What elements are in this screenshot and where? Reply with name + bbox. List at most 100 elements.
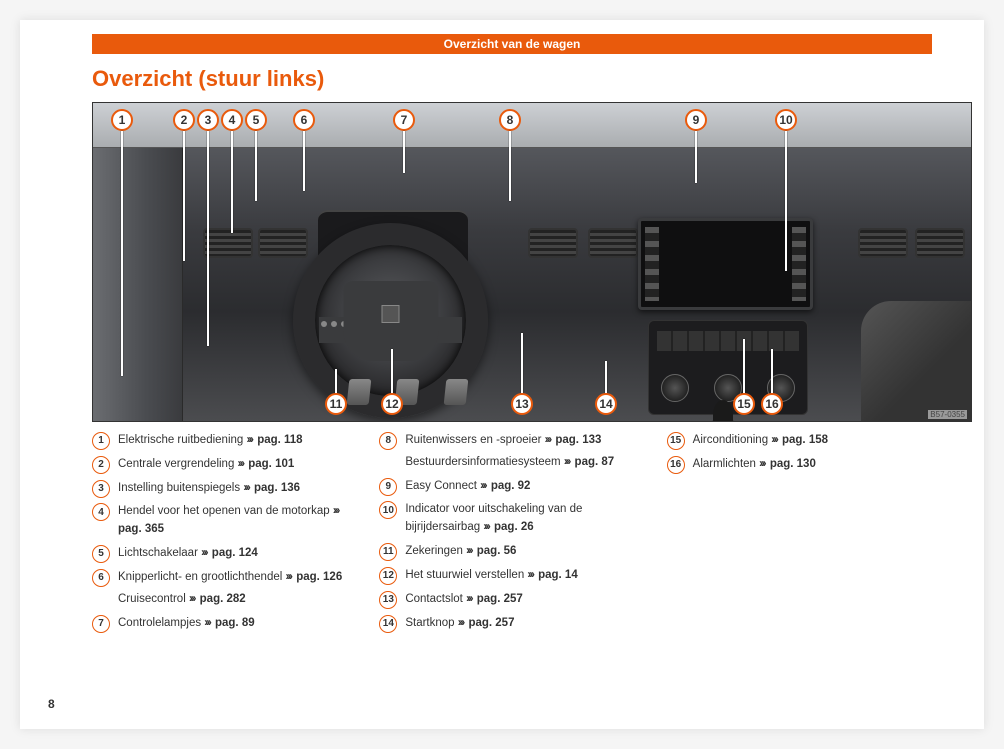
legend-text: Het stuurwiel verstellen bbox=[405, 569, 527, 581]
legend-text: Alarmlichten bbox=[693, 458, 759, 470]
header-bar: Overzicht van de wagen bbox=[92, 34, 932, 54]
air-vent bbox=[858, 228, 908, 258]
legend-item-9: 9 Easy Connect ››› pag. 92 bbox=[379, 478, 644, 496]
legend-text: Hendel voor het openen van de motorkap bbox=[118, 505, 333, 517]
climate-knob bbox=[714, 374, 742, 402]
air-vent bbox=[915, 228, 965, 258]
legend-item-2: 2 Centrale vergrendeling ››› pag. 101 bbox=[92, 456, 357, 474]
airbag-hub bbox=[343, 281, 438, 361]
page-ref: ››› pag. 130 bbox=[759, 458, 816, 470]
legend-item-11: 11 Zekeringen ››› pag. 56 bbox=[379, 543, 644, 561]
infotainment-screen bbox=[638, 218, 813, 310]
legend-item-15: 15 Airconditioning ››› pag. 158 bbox=[667, 432, 932, 450]
legend-text: Controlelampjes bbox=[118, 617, 204, 629]
legend-number: 2 bbox=[92, 456, 110, 474]
legend-text: Knipperlicht- en grootlichthendel bbox=[118, 571, 286, 583]
legend-number: 4 bbox=[92, 503, 110, 521]
seat-logo-icon bbox=[382, 305, 400, 323]
legend-subitem: Cruisecontrol ››› pag. 282 bbox=[92, 591, 357, 609]
climate-knob bbox=[767, 374, 795, 402]
pedal bbox=[347, 379, 372, 405]
legend-text: Lichtschakelaar bbox=[118, 547, 201, 559]
page-ref: ››› pag. 126 bbox=[286, 571, 343, 583]
legend-number: 3 bbox=[92, 480, 110, 498]
dashboard-body bbox=[93, 148, 971, 421]
legend-subitem: Bestuurdersinformatiesysteem ››› pag. 87 bbox=[379, 454, 644, 472]
legend-text: Bestuurdersinformatiesysteem bbox=[405, 456, 564, 468]
legend-col-3: 15 Airconditioning ››› pag. 158 16 Alarmlic… bbox=[667, 432, 932, 638]
legend-col-2: 8 Ruitenwissers en -sproeier ››› pag. 133… bbox=[379, 432, 644, 638]
legend-item-14: 14 Startknop ››› pag. 257 bbox=[379, 615, 644, 633]
legend-text: Instelling buitenspiegels bbox=[118, 482, 243, 494]
section-title: Overzicht (stuur links) bbox=[92, 66, 324, 92]
legend-col-1: 1 Elektrische ruitbediening ››› pag. 118 2… bbox=[92, 432, 357, 638]
page-ref: ››› pag. 158 bbox=[771, 434, 828, 446]
page-ref: ››› pag. 133 bbox=[545, 434, 602, 446]
page-ref: ››› pag. 118 bbox=[247, 434, 303, 446]
legend-number: 15 bbox=[667, 432, 685, 450]
page-ref: ››› pag. 101 bbox=[238, 458, 295, 470]
legend-text: Zekeringen bbox=[405, 545, 466, 557]
air-vent bbox=[258, 228, 308, 258]
legend-number: 6 bbox=[92, 569, 110, 587]
legend-number: 5 bbox=[92, 545, 110, 563]
legend-number: 11 bbox=[379, 543, 397, 561]
dashboard-figure: 12345678910 111213141516 B57-0355 bbox=[92, 102, 972, 422]
legend-item-5: 5 Lichtschakelaar ››› pag. 124 bbox=[92, 545, 357, 563]
page-ref: ››› pag. 257 bbox=[466, 593, 523, 605]
legend-text: Elektrische ruitbediening bbox=[118, 434, 247, 446]
legend-item-3: 3 Instelling buitenspiegels ››› pag. 136 bbox=[92, 480, 357, 498]
legend-item-4: 4Hendel voor het openen van de motorkap … bbox=[92, 503, 357, 539]
legend-item-10: 10Indicator voor uitschakeling van de bi… bbox=[379, 501, 644, 537]
page-ref: ››› pag. 136 bbox=[243, 482, 300, 494]
legend-item-6: 6 Knipperlicht- en grootlichthendel ››› p… bbox=[92, 569, 357, 587]
legend-text: Contactslot bbox=[405, 593, 466, 605]
page-ref: ››› pag. 92 bbox=[480, 480, 530, 492]
legend-item-12: 12 Het stuurwiel verstellen ››› pag. 14 bbox=[379, 567, 644, 585]
pedal bbox=[395, 379, 420, 405]
door-panel bbox=[93, 148, 183, 421]
legend-number: 16 bbox=[667, 456, 685, 474]
legend-text: Startknop bbox=[405, 617, 457, 629]
page-ref: ››› pag. 87 bbox=[564, 456, 614, 468]
legend-number: 13 bbox=[379, 591, 397, 609]
windshield-area bbox=[93, 103, 971, 148]
legend-text: Airconditioning bbox=[693, 434, 772, 446]
climate-panel bbox=[648, 320, 808, 415]
legend-number: 7 bbox=[92, 615, 110, 633]
page-ref: ››› pag. 14 bbox=[527, 569, 577, 581]
header-title: Overzicht van de wagen bbox=[444, 37, 581, 51]
legend-item-16: 16 Alarmlichten ››› pag. 130 bbox=[667, 456, 932, 474]
air-vent bbox=[203, 228, 253, 258]
air-vent bbox=[588, 228, 638, 258]
legend-number: 10 bbox=[379, 501, 397, 519]
legend-number: 14 bbox=[379, 615, 397, 633]
passenger-seat bbox=[861, 301, 971, 421]
legend-number: 8 bbox=[379, 432, 397, 450]
legend-item-1: 1 Elektrische ruitbediening ››› pag. 118 bbox=[92, 432, 357, 450]
legend-item-7: 7 Controlelampjes ››› pag. 89 bbox=[92, 615, 357, 633]
legend: 1 Elektrische ruitbediening ››› pag. 118 2… bbox=[92, 432, 932, 638]
air-vent bbox=[528, 228, 578, 258]
climate-knob bbox=[661, 374, 689, 402]
page-ref: ››› pag. 56 bbox=[466, 545, 516, 557]
page-ref: ››› pag. 26 bbox=[483, 521, 533, 533]
legend-item-13: 13 Contactslot ››› pag. 257 bbox=[379, 591, 644, 609]
page-ref: ››› pag. 89 bbox=[204, 617, 254, 629]
legend-text: Centrale vergrendeling bbox=[118, 458, 238, 470]
manual-page: Overzicht van de wagen Overzicht (stuur … bbox=[20, 20, 984, 729]
page-ref: ››› pag. 124 bbox=[201, 547, 258, 559]
gear-stick bbox=[713, 400, 733, 422]
legend-item-8: 8 Ruitenwissers en -sproeier ››› pag. 133 bbox=[379, 432, 644, 450]
legend-text: Cruisecontrol bbox=[118, 593, 189, 605]
legend-text: Easy Connect bbox=[405, 480, 480, 492]
legend-number: 9 bbox=[379, 478, 397, 496]
legend-number: 12 bbox=[379, 567, 397, 585]
legend-number: 1 bbox=[92, 432, 110, 450]
pedal bbox=[444, 379, 469, 405]
image-ref-code: B57-0355 bbox=[928, 410, 967, 419]
pedals bbox=[348, 379, 498, 409]
legend-text: Ruitenwissers en -sproeier bbox=[405, 434, 544, 446]
page-ref: ››› pag. 282 bbox=[189, 593, 246, 605]
page-ref: ››› pag. 257 bbox=[458, 617, 515, 629]
